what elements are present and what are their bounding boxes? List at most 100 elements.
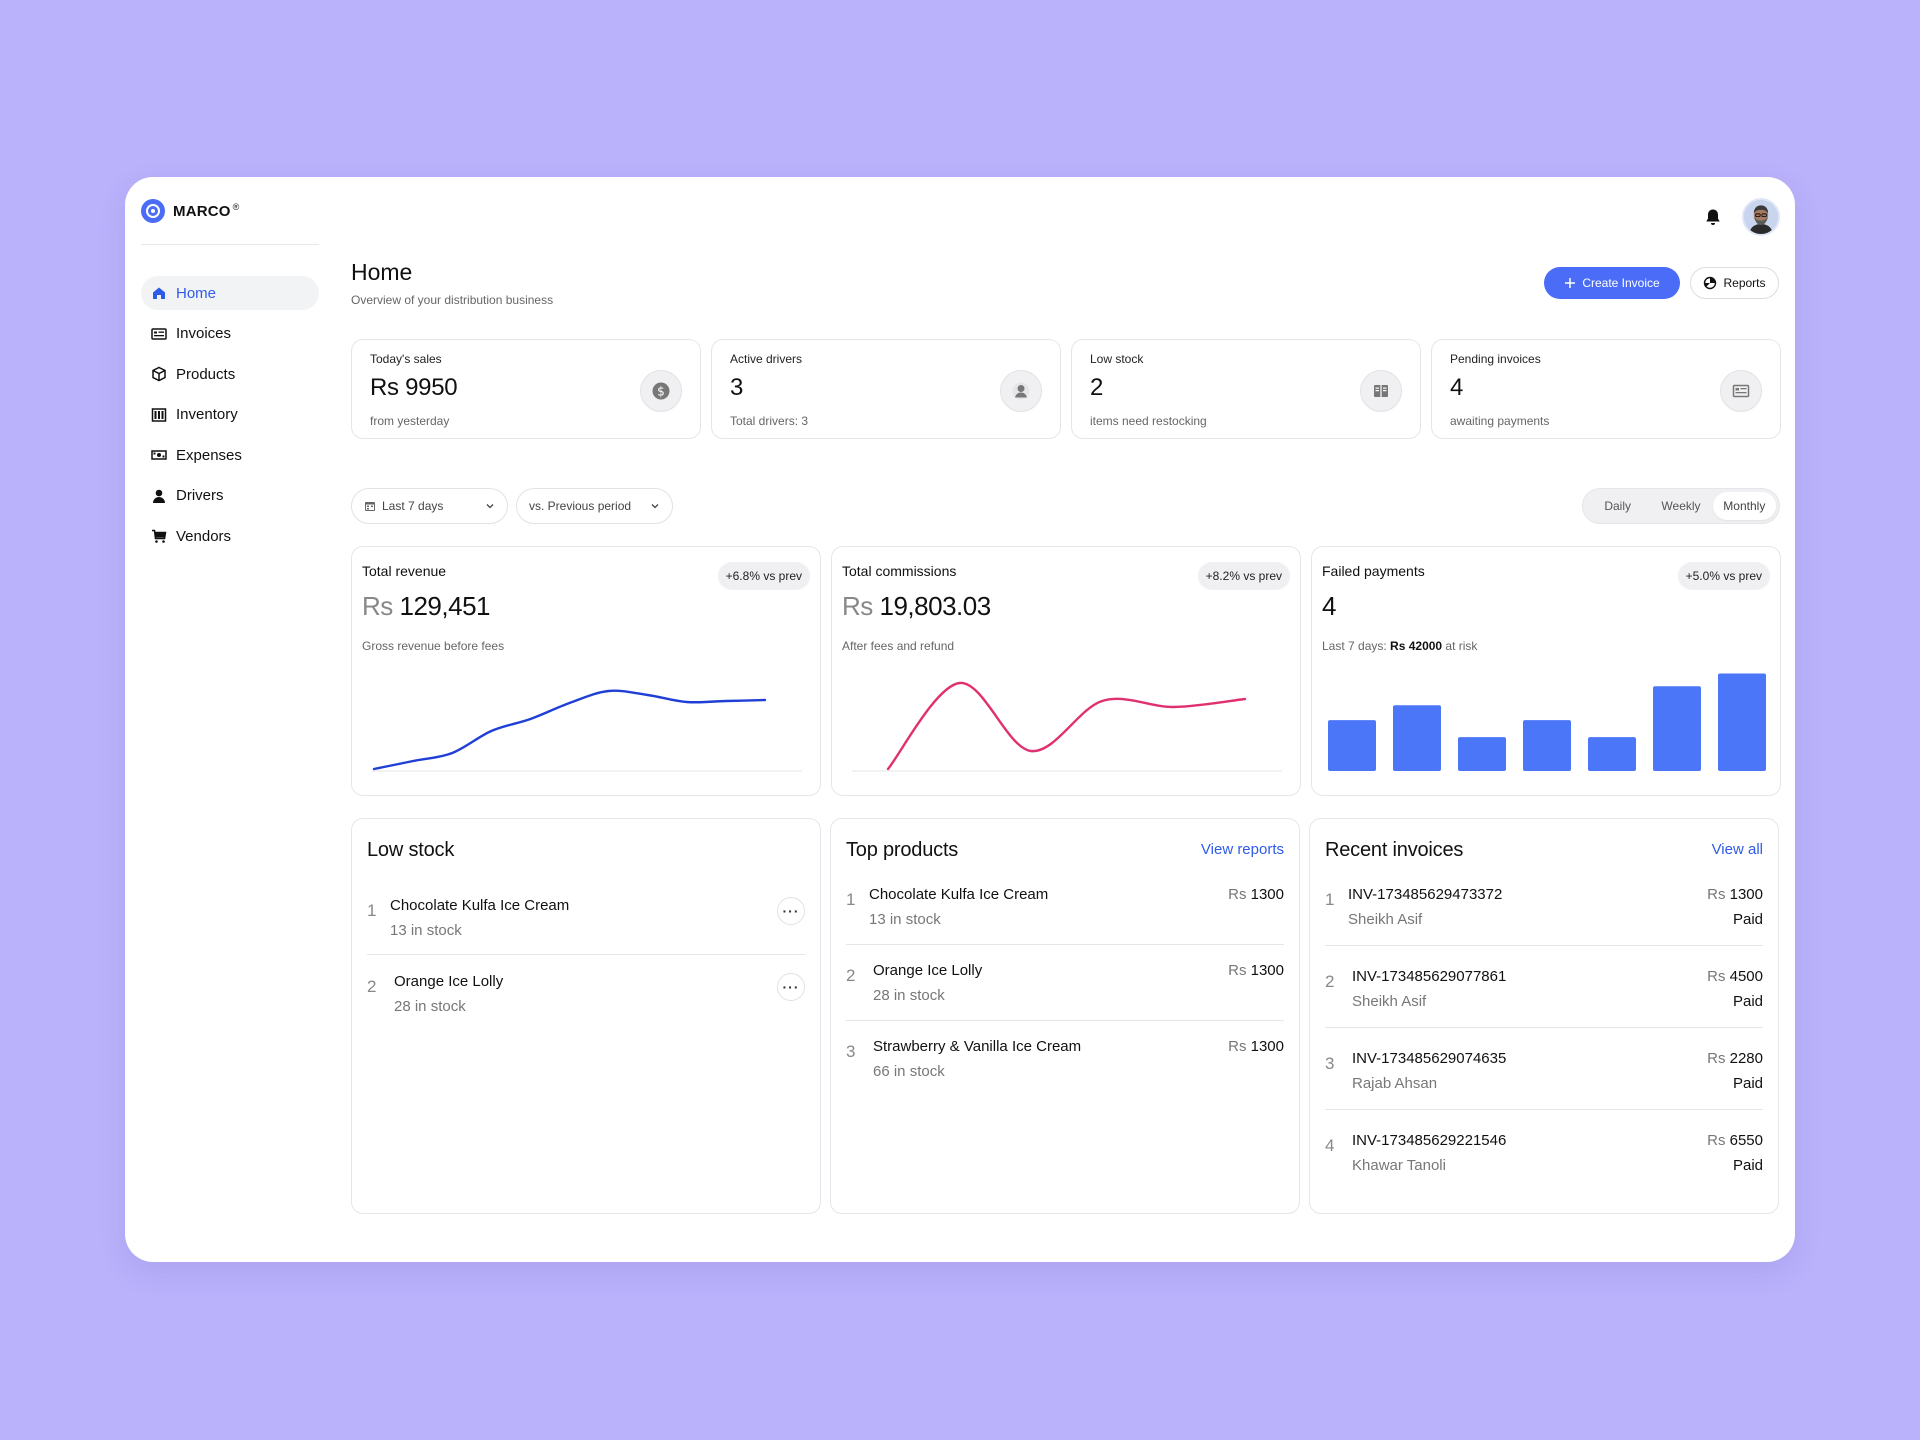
chart-card-failed-payments: Failed payments +5.0% vs prev 4 Last 7 d…: [1311, 546, 1781, 796]
price-amount: 1300: [1250, 962, 1284, 979]
change-badge: +6.8% vs prev: [717, 562, 810, 590]
plus-icon: [1565, 278, 1576, 288]
bar: [1393, 705, 1441, 771]
avatar[interactable]: [1742, 198, 1780, 236]
stat-value: 4: [1450, 374, 1464, 401]
row-sub: 28 in stock: [873, 987, 945, 1004]
box-icon: [151, 366, 167, 382]
book-icon: [1360, 370, 1402, 412]
table-row[interactable]: 3 INV-173485629074635 Rajab Ahsan Rs 228…: [1325, 1050, 1763, 1100]
top-products-card: Top products View reports 1 Chocolate Ku…: [830, 818, 1300, 1214]
brand[interactable]: MARCO ®: [141, 199, 240, 223]
chart-sub-suffix: at risk: [1442, 639, 1478, 653]
status-badge: Paid: [1732, 1157, 1763, 1174]
row-index: 2: [846, 966, 856, 985]
amount-value: 6550: [1729, 1132, 1763, 1149]
view-reports-link[interactable]: View reports: [1200, 841, 1284, 858]
sidebar-item-label: Inventory: [176, 406, 238, 423]
row-sub: 13 in stock: [390, 922, 462, 939]
currency-label: Rs: [1707, 1050, 1726, 1067]
stat-label: Pending invoices: [1450, 352, 1541, 366]
more-options-icon[interactable]: ···: [777, 973, 805, 1001]
change-badge: +8.2% vs prev: [1197, 562, 1290, 590]
reports-label: Reports: [1723, 276, 1766, 290]
bell-icon[interactable]: [1703, 207, 1723, 227]
invoice-amount: Rs 1300: [1707, 886, 1763, 903]
currency-label: Rs: [362, 591, 393, 621]
bar: [1328, 720, 1376, 771]
row-sub: 13 in stock: [869, 911, 941, 928]
sidebar-nav: Home Invoices Products Inventory Expense…: [141, 276, 319, 560]
stat-card-active-drivers: Active drivers 3 Total drivers: 3: [711, 339, 1061, 439]
segment-weekly[interactable]: Weekly: [1661, 499, 1701, 513]
invoice-amount: Rs 2280: [1707, 1050, 1763, 1067]
create-invoice-button[interactable]: Create Invoice: [1544, 267, 1680, 299]
status-badge: Paid: [1732, 911, 1763, 928]
bar: [1653, 686, 1701, 771]
reports-button[interactable]: Reports: [1690, 267, 1779, 299]
sidebar-item-vendors[interactable]: Vendors: [141, 519, 319, 553]
recent-invoices-card: Recent invoices View all 1 INV-173485629…: [1309, 818, 1779, 1214]
sidebar-item-invoices[interactable]: Invoices: [141, 317, 319, 351]
more-options-icon[interactable]: ···: [777, 897, 805, 925]
sidebar-item-products[interactable]: Products: [141, 357, 319, 391]
chart-card-total-revenue: Total revenue +6.8% vs prev Rs 129,451 G…: [351, 546, 821, 796]
row-index: 3: [1325, 1054, 1335, 1073]
list-item[interactable]: 1 Chocolate Kulfa Ice Cream 13 in stock …: [367, 897, 805, 947]
chart-sub: Last 7 days: Rs 42000 at risk: [1322, 639, 1477, 653]
divider: [1325, 1109, 1763, 1110]
row-index: 4: [1325, 1136, 1335, 1155]
stat-label: Low stock: [1090, 352, 1144, 366]
list-item[interactable]: 2 Orange Ice Lolly 28 in stock Rs 1300: [846, 962, 1284, 1012]
stat-sub: awaiting payments: [1450, 414, 1550, 428]
period-segmented-control: Daily Weekly Monthly: [1582, 488, 1780, 524]
row-price: Rs 1300: [1228, 886, 1284, 903]
pie-chart-icon: [1704, 276, 1717, 290]
table-row[interactable]: 4 INV-173485629221546 Khawar Tanoli Rs 6…: [1325, 1132, 1763, 1182]
row-index: 1: [1325, 890, 1335, 909]
sidebar-item-drivers[interactable]: Drivers: [141, 479, 319, 513]
date-range-select[interactable]: Last 7 days: [351, 488, 508, 524]
sidebar-item-expenses[interactable]: Expenses: [141, 438, 319, 472]
list-item[interactable]: 3 Strawberry & Vanilla Ice Cream 66 in s…: [846, 1038, 1284, 1088]
view-all-link[interactable]: View all: [1711, 841, 1763, 858]
sidebar-item-inventory[interactable]: Inventory: [141, 398, 319, 432]
table-row[interactable]: 1 INV-173485629473372 Sheikh Asif Rs 130…: [1325, 886, 1763, 936]
currency-label: Rs: [1228, 886, 1247, 903]
sidebar-item-label: Invoices: [176, 325, 232, 342]
failed-payments-bar-chart: [1328, 673, 1766, 771]
chart-title: Total revenue: [362, 563, 447, 579]
date-range-value: Last 7 days: [382, 499, 444, 513]
list-item[interactable]: 2 Orange Ice Lolly 28 in stock ···: [367, 973, 805, 1023]
compare-select[interactable]: vs. Previous period: [516, 488, 673, 524]
compare-value: vs. Previous period: [529, 499, 632, 513]
segment-monthly[interactable]: Monthly: [1712, 492, 1776, 520]
currency-label: Rs: [1707, 1132, 1726, 1149]
sidebar-item-home[interactable]: Home: [141, 276, 319, 310]
divider: [1325, 945, 1763, 946]
segment-daily[interactable]: Daily: [1604, 499, 1631, 513]
low-stock-card: Low stock 1 Chocolate Kulfa Ice Cream 13…: [351, 818, 821, 1214]
money-icon: [151, 447, 167, 463]
stat-sub: Total drivers: 3: [730, 414, 809, 428]
sidebar-item-label: Products: [176, 365, 236, 383]
change-badge: +5.0% vs prev: [1677, 562, 1770, 590]
stat-label: Active drivers: [730, 352, 803, 366]
cart-icon: [151, 528, 167, 544]
card-title: Recent invoices: [1325, 839, 1464, 861]
table-row[interactable]: 2 INV-173485629077861 Sheikh Asif Rs 450…: [1325, 968, 1763, 1018]
person-icon: [151, 488, 167, 504]
row-index: 2: [1325, 972, 1335, 991]
stat-value: 3: [730, 374, 744, 401]
sidebar-item-label: Vendors: [176, 527, 232, 545]
chevron-down-icon: [486, 504, 494, 509]
list-item[interactable]: 1 Chocolate Kulfa Ice Cream 13 in stock …: [846, 886, 1284, 936]
stat-label: Today's sales: [370, 352, 442, 366]
chart-sub: After fees and refund: [842, 639, 955, 653]
invoice-icon: [151, 326, 167, 342]
invoice-customer: Sheikh Asif: [1348, 911, 1423, 928]
invoice-amount: Rs 4500: [1707, 968, 1763, 985]
currency-label: Rs: [1228, 962, 1247, 979]
price-amount: 1300: [1250, 886, 1284, 903]
row-sub: 28 in stock: [394, 998, 466, 1015]
